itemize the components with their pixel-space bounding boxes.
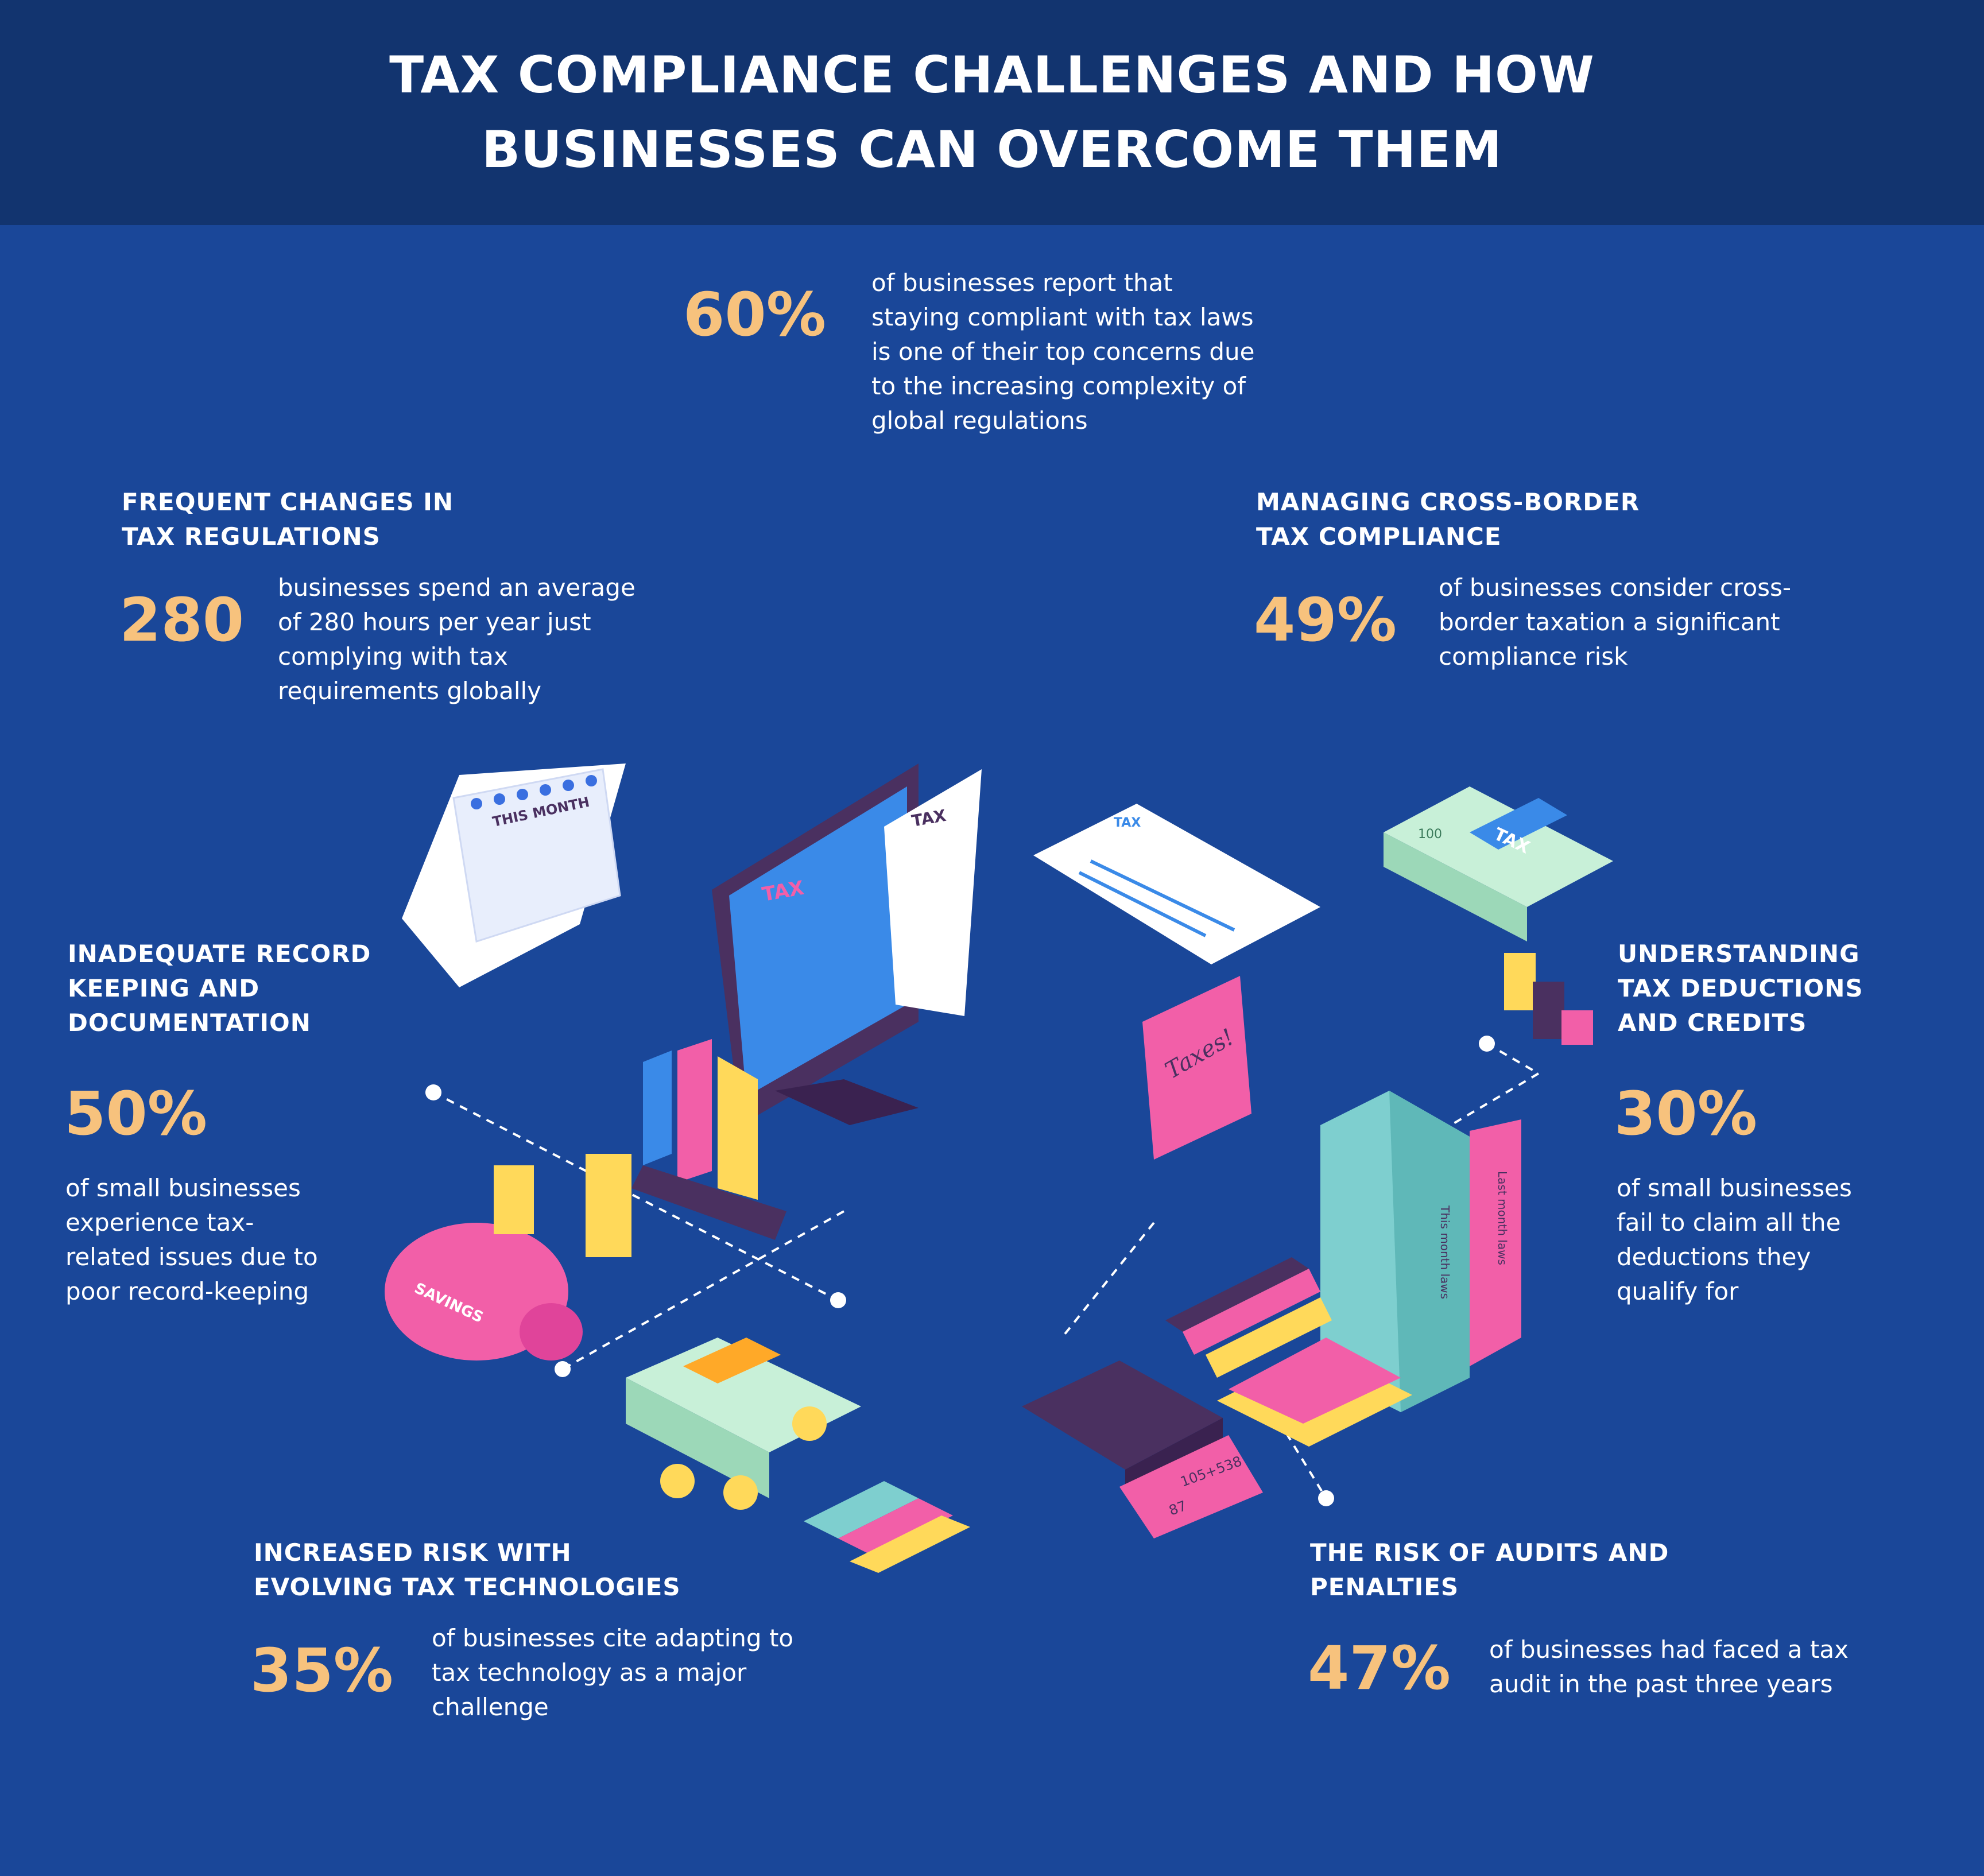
heading-line: AND CREDITS — [1618, 1009, 1807, 1037]
text-line: related issues due to — [65, 1243, 318, 1271]
frequent-changes-value: 280 — [119, 585, 245, 655]
dot — [1479, 1036, 1495, 1052]
heading-line: THE RISK OF AUDITS AND — [1310, 1538, 1669, 1567]
audits-value: 47% — [1308, 1633, 1451, 1703]
technologies-heading: INCREASED RISK WITH EVOLVING TAX TECHNOL… — [254, 1536, 681, 1604]
top-stat-description: of businesses report that staying compli… — [871, 266, 1254, 438]
coin-stacks — [1504, 953, 1593, 1045]
title-line-1: TAX COMPLIANCE CHALLENGES AND HOW — [389, 45, 1595, 104]
heading-line: INADEQUATE RECORD — [68, 940, 371, 968]
text-line: businesses spend an average — [278, 573, 636, 602]
heading-line: EVOLVING TAX TECHNOLOGIES — [254, 1573, 681, 1601]
text-line: tax technology as a major — [432, 1658, 747, 1687]
monitor-illustration: TAX — [712, 763, 919, 1125]
connector-dots — [425, 1036, 1495, 1506]
text-line: deductions they — [1617, 1243, 1811, 1271]
frequent-changes-description: businesses spend an average of 280 hours… — [278, 571, 636, 708]
deductions-heading: UNDERSTANDING TAX DEDUCTIONS AND CREDITS — [1618, 937, 1863, 1040]
heading-line: TAX DEDUCTIONS — [1618, 974, 1863, 1002]
connector-deductions — [1440, 1042, 1541, 1132]
calculator-illustration: 105+538 87 — [1022, 1361, 1263, 1538]
text-line: audit in the past three years — [1489, 1670, 1833, 1698]
text-line: border taxation a significant — [1439, 608, 1780, 636]
record-keeping-heading: INADEQUATE RECORD KEEPING AND DOCUMENTAT… — [68, 937, 371, 1040]
heading-line: MANAGING CROSS-BORDER — [1256, 488, 1640, 516]
calendar-illustration: THIS MONTH — [402, 763, 626, 987]
text-line: to the increasing complexity of — [871, 372, 1246, 400]
deductions-value: 30% — [1614, 1079, 1757, 1149]
text-line: experience tax- — [65, 1208, 254, 1237]
cross-border-heading: MANAGING CROSS-BORDER TAX COMPLIANCE — [1256, 485, 1640, 554]
gold-coin-stacks — [494, 1154, 631, 1257]
top-stat-value: 60% — [683, 280, 826, 350]
dot — [555, 1361, 571, 1377]
text-line: of businesses had faced a tax — [1489, 1635, 1849, 1664]
frequent-changes-heading: FREQUENT CHANGES IN TAX REGULATIONS — [122, 485, 454, 554]
receipt-illustration: TAX — [884, 769, 982, 1016]
heading-line: TAX REGULATIONS — [122, 522, 381, 551]
heading-line: TAX COMPLIANCE — [1256, 522, 1502, 551]
money-tax-illustration: TAX 100 — [1384, 786, 1613, 941]
text-line: poor record-keeping — [65, 1277, 309, 1305]
text-line: requirements globally — [278, 677, 542, 705]
dot — [1318, 1490, 1334, 1506]
record-keeping-value: 50% — [64, 1079, 207, 1149]
text-line: global regulations — [871, 406, 1088, 435]
heading-line: PENALTIES — [1310, 1573, 1459, 1601]
connector-technologies — [562, 1210, 844, 1370]
text-line: of small businesses — [1617, 1174, 1852, 1202]
title-line-2: BUSINESSES CAN OVERCOME THEM — [482, 120, 1502, 179]
audits-description: of businesses had faced a tax audit in t… — [1489, 1633, 1849, 1701]
text-line: challenge — [432, 1693, 549, 1721]
audits-heading: THE RISK OF AUDITS AND PENALTIES — [1310, 1536, 1669, 1604]
text-line: complying with tax — [278, 642, 508, 670]
text-line: fail to claim all the — [1617, 1208, 1841, 1237]
technologies-value: 35% — [250, 1635, 393, 1706]
text-line: compliance risk — [1439, 642, 1628, 670]
header-banner: TAX COMPLIANCE CHALLENGES AND HOW BUSINE… — [0, 0, 1984, 225]
document-tax-label: TAX — [1114, 816, 1141, 830]
text-line: of businesses cite adapting to — [432, 1624, 794, 1652]
text-line: qualify for — [1617, 1277, 1739, 1305]
heading-line: UNDERSTANDING — [1618, 940, 1860, 968]
bar-chart-blocks — [631, 1039, 786, 1240]
deductions-description: of small businesses fail to claim all th… — [1617, 1171, 1852, 1309]
tax-document-illustration: TAX — [1033, 804, 1320, 964]
record-keeping-description: of small businesses experience tax- rela… — [65, 1171, 318, 1309]
piggy-bank-illustration: SAVINGS — [385, 1223, 583, 1361]
text-line: of small businesses — [65, 1174, 301, 1202]
banknote-100-label: 100 — [1418, 827, 1442, 842]
colored-bars — [804, 1257, 1412, 1573]
text-line: staying compliant with tax laws — [871, 303, 1254, 331]
connector-mid — [1061, 1222, 1155, 1339]
heading-line: KEEPING AND — [68, 974, 260, 1002]
text-line: of 280 hours per year just — [278, 608, 591, 636]
dot — [425, 1084, 441, 1100]
cross-border-value: 49% — [1254, 585, 1397, 655]
text-line: of businesses consider cross- — [1439, 573, 1792, 602]
folders-illustration: This month laws Last month laws — [1320, 1091, 1521, 1412]
cross-border-description: of businesses consider cross- border tax… — [1439, 571, 1791, 674]
heading-line: INCREASED RISK WITH — [254, 1538, 572, 1567]
technologies-description: of businesses cite adapting to tax techn… — [432, 1621, 793, 1724]
taxes-sign-illustration: Taxes! — [1142, 976, 1251, 1160]
text-line: of businesses report that — [871, 269, 1173, 297]
folder-label-1: This month laws — [1438, 1205, 1452, 1299]
page-title: TAX COMPLIANCE CHALLENGES AND HOW BUSINE… — [389, 38, 1595, 187]
heading-line: DOCUMENTATION — [68, 1009, 311, 1037]
cash-bundles — [626, 1338, 861, 1510]
heading-line: FREQUENT CHANGES IN — [122, 488, 454, 516]
text-line: is one of their top concerns due — [871, 338, 1255, 366]
folder-label-2: Last month laws — [1495, 1171, 1509, 1265]
dot — [830, 1292, 846, 1308]
